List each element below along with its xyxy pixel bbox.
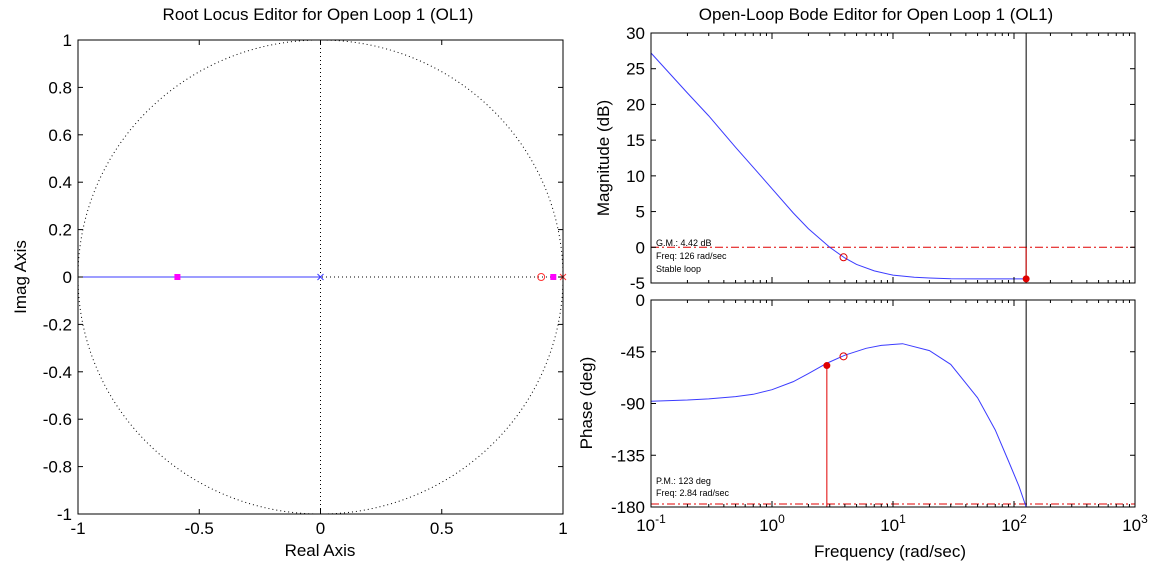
root-locus-x-label: Real Axis <box>285 541 356 560</box>
magnitude-y-ticks: 30 25 20 15 10 5 0 -5 <box>626 24 1135 293</box>
closed-loop-pole-1 <box>550 274 557 280</box>
magnitude-curve <box>650 52 1027 280</box>
phase-x-tick-label: 10-1 <box>636 512 666 535</box>
phase-x-tick-label: 100 <box>759 512 785 535</box>
mag-y-tick-label: 25 <box>626 60 645 79</box>
root-locus-panel: Root Locus Editor for Open Loop 1 (OL1) … <box>11 5 568 560</box>
rl-x-tick-label: 0 <box>316 519 325 538</box>
phase-x-tick-label: 101 <box>880 512 906 535</box>
rl-y-tick-label: -1 <box>57 505 72 524</box>
rl-y-tick-label: 0.6 <box>48 126 72 145</box>
rl-x-tick-label: 0.5 <box>430 519 454 538</box>
phase-margin-annotation: P.M.: 123 deg <box>656 476 711 486</box>
magnitude-y-label: Magnitude (dB) <box>594 100 613 216</box>
phase-x-tick-label: 102 <box>1001 512 1027 535</box>
root-locus-plot-area <box>77 39 567 515</box>
phase-plot-area <box>650 300 1135 508</box>
phase-curve <box>650 343 1027 508</box>
rl-x-tick-label: 1 <box>558 519 567 538</box>
bode-title: Open-Loop Bode Editor for Open Loop 1 (O… <box>699 5 1053 24</box>
rl-y-tick-label: -0.2 <box>43 315 72 334</box>
gain-margin-marker <box>1022 275 1030 283</box>
rl-y-tick-label: -0.4 <box>43 363 72 382</box>
bode-panel: Open-Loop Bode Editor for Open Loop 1 (O… <box>577 5 1148 561</box>
rl-x-tick-label: -0.5 <box>185 519 214 538</box>
stability-annotation: Stable loop <box>656 264 701 274</box>
phase-y-ticks: 0 -45 -90 -135 -180 <box>611 291 1135 517</box>
root-locus-y-label: Imag Axis <box>11 240 30 314</box>
closed-loop-pole-0 <box>174 274 181 280</box>
phase-x-tick-label: 103 <box>1122 512 1148 535</box>
phase-margin-marker <box>823 362 831 370</box>
rl-y-tick-label: -0.6 <box>43 410 72 429</box>
phase-y-tick-label: -135 <box>611 446 645 465</box>
phase-y-label: Phase (deg) <box>577 357 596 450</box>
root-locus-x-ticks: -1 -0.5 0 0.5 1 <box>70 40 568 538</box>
magnitude-axes-frame <box>650 32 1136 284</box>
mag-y-tick-label: 15 <box>626 131 645 150</box>
gain-margin-annotation: G.M.: 4.42 dB <box>656 238 712 248</box>
rl-y-tick-label: 0 <box>63 268 72 287</box>
phase-x-ticks: 10-1 100 101 102 103 <box>636 300 1148 535</box>
open-loop-pole-0 <box>317 273 324 281</box>
open-loop-zero-0 <box>537 273 546 281</box>
phase-y-tick-label: 0 <box>636 291 645 310</box>
phase-crossover-marker <box>839 352 848 361</box>
mag-y-tick-label: 5 <box>636 203 645 222</box>
magnitude-crossover-marker <box>839 253 848 262</box>
mag-y-tick-label: 20 <box>626 95 645 114</box>
phase-y-tick-label: -90 <box>620 395 645 414</box>
root-locus-title: Root Locus Editor for Open Loop 1 (OL1) <box>163 5 474 24</box>
phase-y-tick-label: -180 <box>611 498 645 517</box>
phase-margin-frequency-annotation: Freq: 2.84 rad/sec <box>656 488 730 498</box>
rl-x-tick-label: -1 <box>70 519 85 538</box>
rl-y-tick-label: 0.8 <box>48 78 72 97</box>
rl-y-tick-label: 1 <box>63 31 72 50</box>
magnitude-x-ticks <box>650 33 1130 283</box>
rl-y-tick-label: 0.2 <box>48 221 72 240</box>
phase-y-tick-label: -45 <box>620 343 645 362</box>
rl-y-tick-label: -0.8 <box>43 458 72 477</box>
root-locus-y-ticks: 1 0.8 0.6 0.4 0.2 0 -0.2 -0.4 -0.6 -0.8 -1 <box>43 31 563 524</box>
mag-y-tick-label: -5 <box>630 274 645 293</box>
gain-margin-frequency-annotation: Freq: 126 rad/sec <box>656 251 727 261</box>
mag-y-tick-label: 10 <box>626 167 645 186</box>
mag-y-tick-label: 0 <box>636 238 645 257</box>
rl-y-tick-label: 0.4 <box>48 173 72 192</box>
mag-y-tick-label: 30 <box>626 24 645 43</box>
phase-axes-frame <box>650 299 1136 508</box>
magnitude-plot-area <box>650 33 1135 283</box>
bode-x-label: Frequency (rad/sec) <box>814 542 966 561</box>
